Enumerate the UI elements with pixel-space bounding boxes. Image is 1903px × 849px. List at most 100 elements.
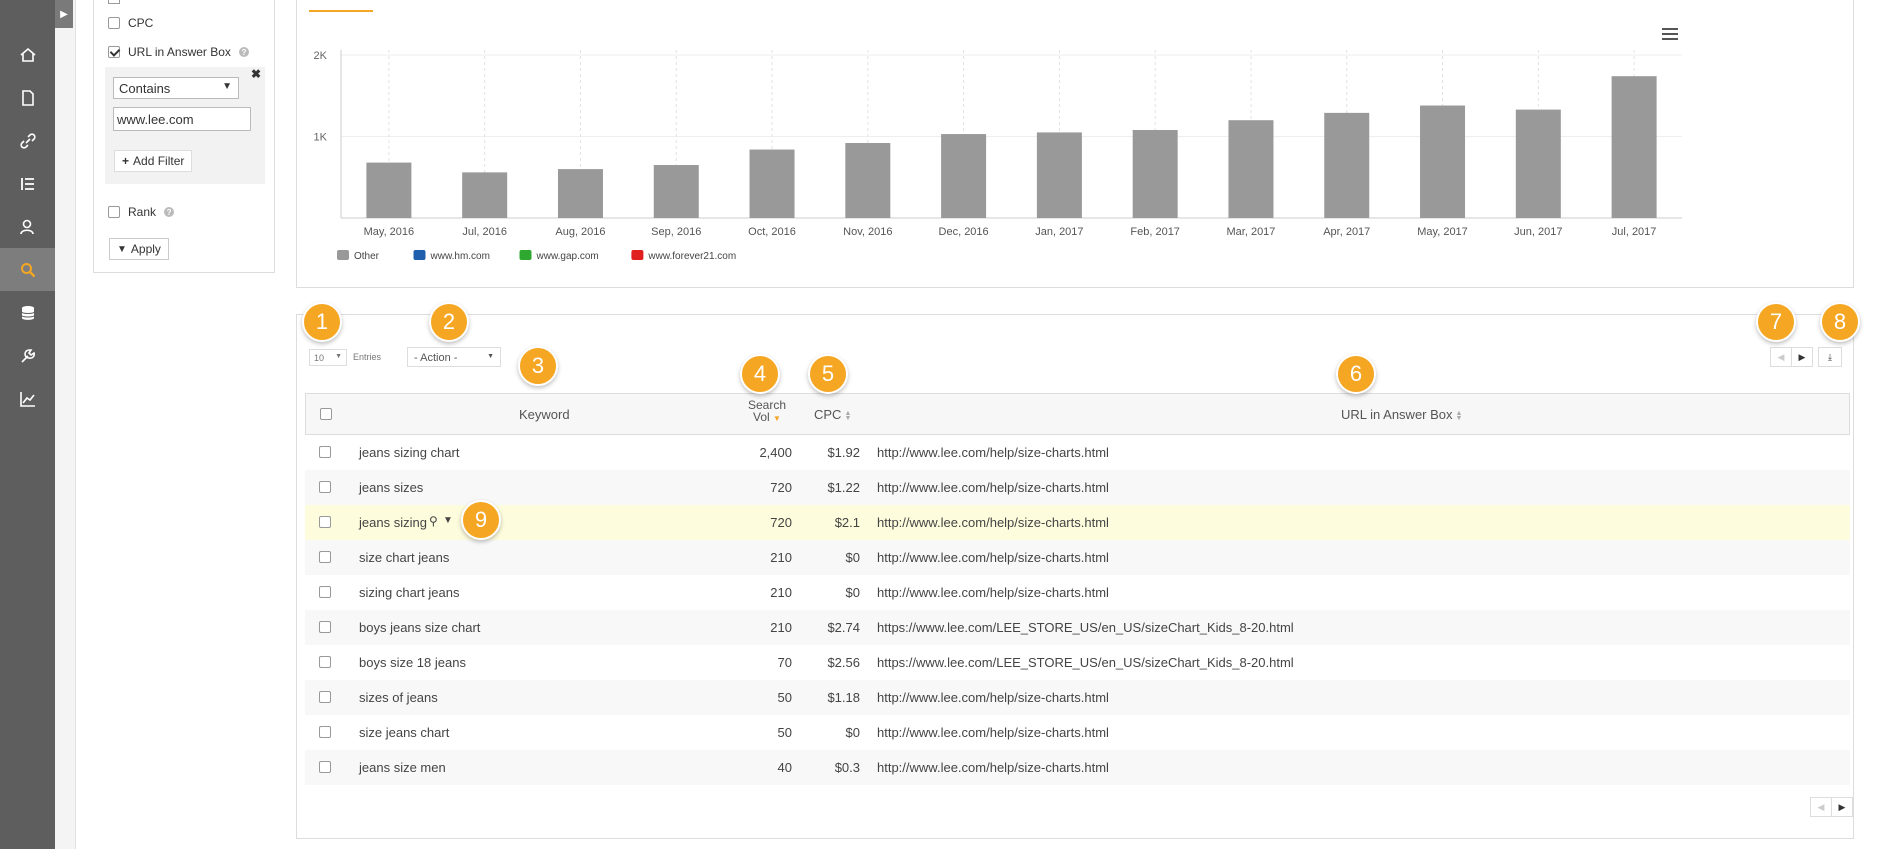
keyword-cell[interactable]: jeans sizing [359, 515, 427, 530]
url-cell[interactable]: http://www.lee.com/help/size-charts.html [877, 515, 1109, 530]
row-checkbox[interactable] [319, 656, 331, 668]
keyword-cell[interactable]: sizing chart jeans [359, 585, 460, 600]
keyword-cell[interactable]: size jeans chart [359, 725, 450, 740]
apply-label: Apply [130, 242, 161, 256]
keyword-cell[interactable]: jeans sizing chart [359, 445, 460, 460]
column-header-url[interactable]: URL in Answer Box ▲ ▼ [1341, 407, 1462, 422]
nav-home[interactable] [0, 33, 55, 76]
url-cell[interactable]: http://www.lee.com/help/size-charts.html [877, 725, 1109, 740]
cpc-checkbox[interactable] [108, 17, 120, 29]
help-icon[interactable]: ? [238, 47, 249, 57]
row-checkbox[interactable] [319, 691, 331, 703]
action-select-value: - Action - [414, 352, 458, 364]
url-cell[interactable]: http://www.lee.com/help/size-charts.html [877, 445, 1109, 460]
table-row[interactable]: boys size 18 jeans 70 $2.56 https://www.lee… [305, 645, 1850, 680]
rank-label: Rank [128, 205, 157, 219]
keyword-filter-icon[interactable]: ▼ [443, 515, 453, 526]
prev-page-button[interactable]: ◀ [1770, 347, 1792, 367]
keyword-cell[interactable]: sizes of jeans [359, 690, 438, 705]
apply-button[interactable]: ▼ Apply [109, 238, 169, 260]
nav-reports[interactable] [0, 377, 55, 420]
prev-page-button-bottom[interactable]: ◀ [1810, 797, 1832, 817]
bar [845, 143, 891, 218]
search-icon [20, 262, 35, 277]
nav-search[interactable] [0, 248, 55, 291]
nav-list[interactable] [0, 162, 55, 205]
url-cell[interactable]: https://www.lee.com/LEE_STORE_US/en_US/s… [877, 655, 1294, 670]
download-icon: ⤓ [1828, 351, 1832, 362]
nav-tools[interactable] [0, 334, 55, 377]
legend-label: www.gap.com [536, 251, 599, 262]
table-row[interactable]: size jeans chart 50 $0 http://www.lee.com/h… [305, 715, 1850, 750]
action-select[interactable]: - Action - ▼ [407, 347, 501, 367]
search-vol-cell: 210 [770, 585, 792, 600]
url-cell[interactable]: http://www.lee.com/help/size-charts.html [877, 585, 1109, 600]
filter-panel: CPC URL in Answer Box ? Contains ▼ ✖ www… [93, 0, 275, 273]
select-all-checkbox[interactable] [320, 408, 332, 420]
add-filter-label: Add Filter [133, 154, 185, 168]
x-tick-label: Dec, 2016 [939, 226, 989, 238]
legend-label: Other [354, 251, 380, 262]
column-header-search-vol[interactable]: Search Vol ▼ [742, 399, 792, 425]
column-header-keyword[interactable]: Keyword [519, 407, 570, 422]
url-cell[interactable]: http://www.lee.com/help/size-charts.html [877, 480, 1109, 495]
remove-filter-icon[interactable]: ✖ [250, 67, 261, 81]
keyword-cell[interactable]: boys size 18 jeans [359, 655, 466, 670]
table-row[interactable]: jeans size men 40 $0.3 http://www.lee.com/h… [305, 750, 1850, 785]
annotation-badge-6: 6 [1336, 354, 1376, 394]
table-row[interactable]: size chart jeans 210 $0 http://www.lee.com/… [305, 540, 1850, 575]
cpc-cell: $2.74 [827, 620, 860, 635]
row-checkbox[interactable] [319, 551, 331, 563]
rank-checkbox[interactable] [108, 206, 120, 218]
url-cell[interactable]: http://www.lee.com/help/size-charts.html [877, 760, 1109, 775]
nav-links[interactable] [0, 119, 55, 162]
sidebar-nav [0, 0, 55, 849]
table-row[interactable]: sizing chart jeans 210 $0 http://www.lee.co… [305, 575, 1850, 610]
table-row[interactable]: jeans sizing chart 2,400 $1.92 http://www.l… [305, 435, 1850, 470]
annotation-badge-2: 2 [429, 302, 469, 342]
next-page-button[interactable]: ▶ [1791, 347, 1813, 367]
nav-database[interactable] [0, 291, 55, 334]
help-icon[interactable]: ? [164, 207, 175, 217]
bar [1420, 105, 1466, 218]
row-checkbox[interactable] [319, 516, 331, 528]
entries-select[interactable]: 10 ▼ [309, 349, 347, 366]
keyword-search-icon[interactable]: ⚲ [429, 514, 438, 528]
url-cell[interactable]: http://www.lee.com/help/size-charts.html [877, 550, 1109, 565]
url-cell[interactable]: https://www.lee.com/LEE_STORE_US/en_US/s… [877, 620, 1294, 635]
search-vol-cell: 210 [770, 550, 792, 565]
legend-label: www.forever21.com [647, 251, 736, 262]
table-row[interactable]: boys jeans size chart 210 $2.74 https://www… [305, 610, 1850, 645]
table-row[interactable]: jeans sizes 720 $1.22 http://www.lee.com/he… [305, 470, 1850, 505]
row-checkbox[interactable] [319, 621, 331, 633]
download-button[interactable]: ⤓ [1818, 347, 1842, 367]
keyword-cell[interactable]: jeans sizes [359, 480, 424, 495]
url-filter-input[interactable]: www.lee.com [113, 107, 251, 131]
chart-menu-icon[interactable] [1662, 28, 1678, 42]
row-checkbox[interactable] [319, 586, 331, 598]
url-filter-box: Contains ▼ ✖ www.lee.com + Add Filter [105, 67, 265, 184]
next-page-button-bottom[interactable]: ▶ [1831, 797, 1853, 817]
column-header-cpc[interactable]: CPC ▲ ▼ [814, 407, 851, 422]
x-tick-label: Aug, 2016 [555, 226, 605, 238]
keyword-cell[interactable]: size chart jeans [359, 550, 450, 565]
table-row[interactable]: jeans sizing ⚲ ▼ 720 $2.1 http://www.lee.com/… [305, 505, 1850, 540]
row-checkbox[interactable] [319, 726, 331, 738]
cpc-cell: $2.56 [827, 655, 860, 670]
keyword-cell[interactable]: boys jeans size chart [359, 620, 481, 635]
caret-down-icon: ▼ [487, 353, 494, 360]
row-checkbox[interactable] [319, 446, 331, 458]
url-cell[interactable]: http://www.lee.com/help/size-charts.html [877, 690, 1109, 705]
row-checkbox[interactable] [319, 481, 331, 493]
nav-user-search[interactable] [0, 205, 55, 248]
row-checkbox[interactable] [319, 761, 331, 773]
url-answer-box-checkbox[interactable] [108, 46, 120, 58]
add-filter-button[interactable]: + Add Filter [114, 150, 193, 172]
table-row[interactable]: sizes of jeans 50 $1.18 http://www.lee.com/… [305, 680, 1850, 715]
nav-documents[interactable] [0, 76, 55, 119]
contains-select[interactable]: Contains ▼ [113, 77, 239, 99]
entries-value: 10 [314, 353, 325, 363]
sidebar-toggle-button[interactable]: ▶ [55, 0, 73, 28]
bar [1515, 109, 1561, 218]
keyword-cell[interactable]: jeans size men [359, 760, 446, 775]
